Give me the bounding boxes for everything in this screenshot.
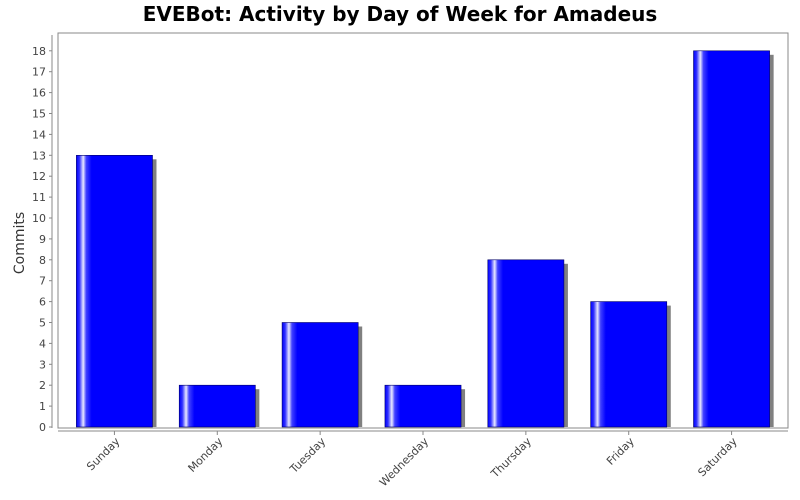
y-tick-label: 5 [39, 317, 46, 330]
y-tick-label: 9 [39, 233, 46, 246]
y-tick-label: 16 [32, 87, 46, 100]
x-tick-label: Sunday [84, 435, 123, 474]
y-tick-label: 1 [39, 400, 46, 413]
x-tick-label: Monday [185, 435, 225, 475]
bar-monday [178, 384, 256, 428]
y-tick-label: 14 [32, 128, 46, 141]
y-axis-label: Commits [12, 212, 28, 274]
bars [76, 50, 770, 428]
x-tick-label: Thursday [488, 435, 534, 481]
y-tick-label: 11 [32, 191, 46, 204]
y-tick-label: 2 [39, 379, 46, 392]
plot-area [57, 32, 789, 429]
y-tick-label: 8 [39, 254, 46, 267]
bar-wednesday [384, 384, 462, 428]
x-axis: Sunday Monday Tuesday Wednesday Thursday Frid… [58, 430, 788, 490]
y-tick-label: 17 [32, 66, 46, 79]
y-tick-label: 12 [32, 170, 46, 183]
y-tick-label: 3 [39, 358, 46, 371]
chart-title: EVEBot: Activity by Day of Week for Amad… [143, 2, 658, 26]
y-tick-label: 18 [32, 45, 46, 58]
x-tick-label: Saturday [695, 435, 740, 480]
y-tick-label: 0 [39, 421, 46, 434]
y-tick-label: 4 [39, 337, 46, 350]
y-tick-label: 10 [32, 212, 46, 225]
y-tick-label: 6 [39, 296, 46, 309]
x-tick-label: Wednesday [377, 435, 432, 490]
x-tick-label: Tuesday [287, 435, 329, 477]
bar-sunday [76, 155, 153, 428]
y-tick-label: 15 [32, 108, 46, 121]
bar-tuesday [281, 322, 359, 428]
bar-thursday [487, 259, 565, 428]
y-tick-label: 13 [32, 149, 46, 162]
x-tick-label: Friday [604, 435, 637, 468]
bar-saturday [693, 50, 770, 428]
y-tick-label: 7 [39, 275, 46, 288]
bar-friday [590, 301, 668, 428]
